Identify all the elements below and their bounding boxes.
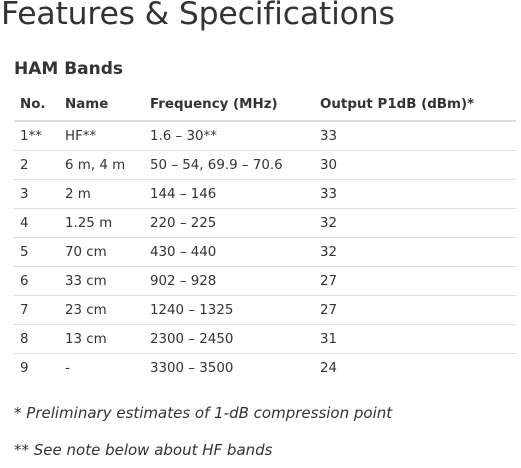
table-row: 1** HF** 1.6 – 30** 33 [14, 121, 516, 151]
cell-frequency: 2300 – 2450 [144, 324, 314, 354]
cell-no: 4 [14, 208, 59, 238]
table-row: 6 33 cm 902 – 928 27 [14, 266, 516, 296]
cell-frequency: 50 – 54, 69.9 – 70.6 [144, 150, 314, 180]
table-row: 5 70 cm 430 – 440 32 [14, 237, 516, 267]
cell-frequency: 3300 – 3500 [144, 353, 314, 382]
column-header-frequency: Frequency (MHz) [144, 88, 314, 122]
table-row: 7 23 cm 1240 – 1325 27 [14, 295, 516, 325]
column-header-output: Output P1dB (dBm)* [314, 88, 516, 122]
cell-output: 33 [314, 179, 516, 209]
cell-name: 13 cm [59, 324, 144, 354]
cell-output: 24 [314, 353, 516, 382]
ham-bands-table: No. Name Frequency (MHz) Output P1dB (dB… [14, 88, 516, 382]
cell-name: - [59, 353, 144, 382]
cell-output: 27 [314, 266, 516, 296]
cell-name: 2 m [59, 179, 144, 209]
section-title-ham-bands: HAM Bands [14, 59, 124, 79]
cell-output: 31 [314, 324, 516, 354]
cell-frequency: 144 – 146 [144, 179, 314, 209]
cell-no: 5 [14, 237, 59, 267]
table-row: 2 6 m, 4 m 50 – 54, 69.9 – 70.6 30 [14, 150, 516, 180]
column-header-no: No. [14, 88, 59, 122]
cell-output: 32 [314, 208, 516, 238]
cell-frequency: 220 – 225 [144, 208, 314, 238]
column-header-name: Name [59, 88, 144, 122]
cell-frequency: 902 – 928 [144, 266, 314, 296]
cell-no: 7 [14, 295, 59, 325]
footnote-hf-bands: ** See note below about HF bands [14, 441, 273, 459]
footnote-compression-point: * Preliminary estimates of 1-dB compress… [14, 404, 393, 422]
cell-name: 1.25 m [59, 208, 144, 238]
cell-no: 1** [20, 128, 42, 144]
cell-no: 9 [14, 353, 59, 382]
cell-name: HF** [65, 128, 97, 144]
cell-output: 32 [314, 237, 516, 267]
cell-name: 70 cm [59, 237, 144, 267]
table-row: 8 13 cm 2300 – 2450 31 [14, 324, 516, 354]
cell-frequency: 1.6 – 30** [150, 128, 217, 144]
cell-frequency: 430 – 440 [144, 237, 314, 267]
table-header-row: No. Name Frequency (MHz) Output P1dB (dB… [14, 88, 516, 122]
page-title: Features & Specifications [1, 0, 395, 32]
cell-name: 6 m, 4 m [59, 150, 144, 180]
cell-no: 8 [14, 324, 59, 354]
cell-no: 2 [14, 150, 59, 180]
cell-no: 3 [14, 179, 59, 209]
cell-output: 27 [314, 295, 516, 325]
table-row: 3 2 m 144 – 146 33 [14, 179, 516, 209]
cell-name: 23 cm [59, 295, 144, 325]
cell-name: 33 cm [59, 266, 144, 296]
cell-output: 30 [314, 150, 516, 180]
cell-frequency: 1240 – 1325 [144, 295, 314, 325]
table-row: 9 - 3300 – 3500 24 [14, 353, 516, 382]
cell-output: 33 [320, 128, 338, 144]
cell-no: 6 [14, 266, 59, 296]
table-row: 4 1.25 m 220 – 225 32 [14, 208, 516, 238]
